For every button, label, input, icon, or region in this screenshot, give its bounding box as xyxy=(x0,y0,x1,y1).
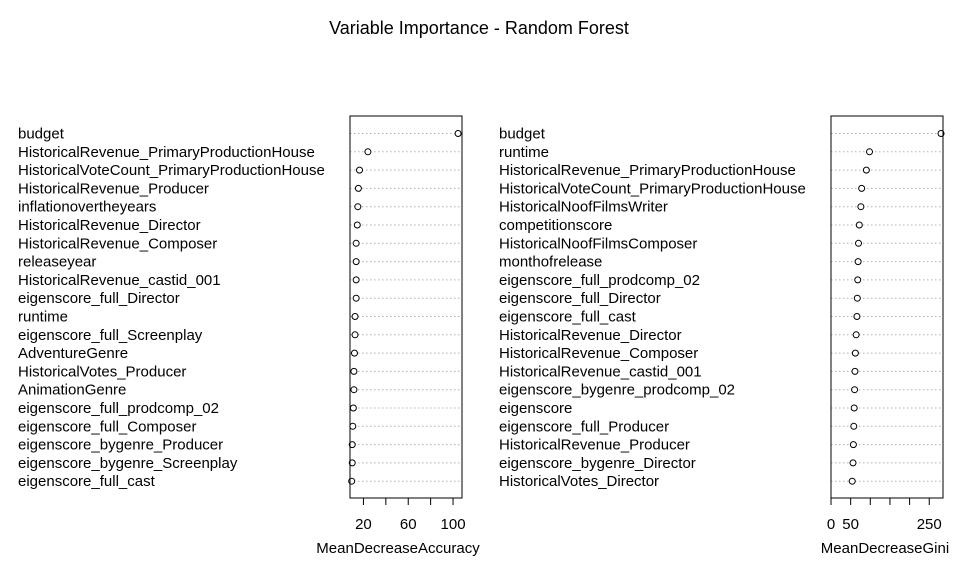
data-point xyxy=(849,441,857,449)
variable-label: eigenscore_full_Screenplay xyxy=(18,327,203,344)
data-point xyxy=(852,331,860,339)
variable-label: HistoricalRevenue_Composer xyxy=(18,235,217,252)
x-axis-label: MeanDecreaseAccuracy xyxy=(316,540,480,557)
variable-label: competitionscore xyxy=(499,217,612,234)
variable-label: releaseyear xyxy=(18,254,96,271)
variable-label: eigenscore_bygenre_Producer xyxy=(18,437,223,454)
variable-label: eigenscore_bygenre_prodcomp_02 xyxy=(499,382,735,399)
variable-label: eigenscore_full_Composer xyxy=(18,418,196,435)
variable-label: runtime xyxy=(18,309,68,326)
data-point xyxy=(866,148,874,156)
variable-label: eigenscore_full_prodcomp_02 xyxy=(18,400,219,417)
data-point xyxy=(354,203,362,211)
data-point xyxy=(353,221,361,229)
data-point xyxy=(350,349,358,357)
data-point xyxy=(354,184,362,192)
data-point xyxy=(454,130,462,137)
data-point xyxy=(850,404,858,412)
data-point xyxy=(851,386,859,394)
variable-label: eigenscore_bygenre_Screenplay xyxy=(18,455,238,472)
variable-label: HistoricalRevenue_Director xyxy=(18,217,201,234)
variable-label: HistoricalVotes_Producer xyxy=(18,363,186,380)
data-point xyxy=(854,276,862,284)
x-tick-label: 100 xyxy=(441,516,466,533)
variable-label: AdventureGenre xyxy=(18,345,128,362)
x-tick-label: 20 xyxy=(355,516,372,533)
data-point xyxy=(352,294,360,302)
x-tick-label: 60 xyxy=(400,516,417,533)
variable-label: eigenscore_full_Producer xyxy=(499,418,669,435)
data-point xyxy=(855,239,863,247)
data-point xyxy=(352,276,360,284)
data-point xyxy=(352,258,360,266)
x-tick-label: 0 xyxy=(827,516,835,533)
variable-label: monthofrelease xyxy=(499,254,602,271)
variable-label: HistoricalRevenue_Composer xyxy=(499,345,698,362)
data-point xyxy=(348,459,356,467)
variable-label: HistoricalRevenue_Director xyxy=(499,327,682,344)
data-point xyxy=(853,294,861,302)
variable-label: eigenscore_full_Director xyxy=(499,290,661,307)
variable-label: HistoricalRevenue_PrimaryProductionHouse xyxy=(18,144,315,161)
data-point xyxy=(853,313,861,320)
x-tick-label: 250 xyxy=(917,516,942,533)
variable-label: HistoricalVotes_Director xyxy=(499,473,659,490)
variable-label: HistoricalRevenue_Producer xyxy=(499,437,690,454)
data-point xyxy=(348,441,356,449)
variable-label: eigenscore_full_cast xyxy=(499,309,637,326)
panel-accuracy: budgetHistoricalRevenue_PrimaryProductio… xyxy=(18,115,480,557)
panel-gini: budgetruntimeHistoricalRevenue_PrimaryPr… xyxy=(499,115,949,557)
variable-label: HistoricalRevenue_PrimaryProductionHouse xyxy=(499,162,796,179)
x-tick-label: 50 xyxy=(842,516,859,533)
variable-label: HistoricalRevenue_Producer xyxy=(18,180,209,197)
data-point xyxy=(851,349,859,357)
data-point xyxy=(352,239,360,247)
variable-label: eigenscore_full_cast xyxy=(18,473,156,490)
data-point xyxy=(850,422,858,430)
variable-label: runtime xyxy=(499,144,549,161)
x-axis-label: MeanDecreaseGini xyxy=(821,540,949,557)
data-point xyxy=(858,184,866,192)
variable-label: budget xyxy=(18,126,65,143)
variable-label: HistoricalNoofFilmsWriter xyxy=(499,199,668,216)
data-point xyxy=(849,459,857,467)
variable-label: HistoricalVoteCount_PrimaryProductionHou… xyxy=(499,180,806,197)
variable-label: HistoricalRevenue_castid_001 xyxy=(499,363,702,380)
variable-label: eigenscore xyxy=(499,400,572,417)
data-point xyxy=(351,313,359,320)
variable-label: inflationovertheyears xyxy=(18,199,156,216)
plot-frame xyxy=(349,115,463,499)
data-point xyxy=(351,331,359,339)
data-point xyxy=(848,477,856,485)
variable-label: AnimationGenre xyxy=(18,382,126,399)
variable-label: budget xyxy=(499,126,546,143)
data-point xyxy=(364,148,372,156)
data-point xyxy=(854,258,862,266)
data-point xyxy=(350,386,358,394)
data-point xyxy=(356,166,364,174)
chart-title: Variable Importance - Random Forest xyxy=(329,18,629,38)
data-point xyxy=(851,367,859,375)
data-point xyxy=(855,221,863,229)
data-point xyxy=(862,166,870,174)
data-point xyxy=(350,367,358,375)
data-point xyxy=(857,203,865,211)
variable-label: eigenscore_bygenre_Director xyxy=(499,455,696,472)
variable-label: HistoricalVoteCount_PrimaryProductionHou… xyxy=(18,162,325,179)
data-point xyxy=(349,404,357,412)
variable-label: eigenscore_full_Director xyxy=(18,290,180,307)
plot-frame xyxy=(830,115,944,499)
variable-label: HistoricalNoofFilmsComposer xyxy=(499,235,697,252)
variable-label: HistoricalRevenue_castid_001 xyxy=(18,272,221,289)
data-point xyxy=(349,422,357,430)
variable-label: eigenscore_full_prodcomp_02 xyxy=(499,272,700,289)
